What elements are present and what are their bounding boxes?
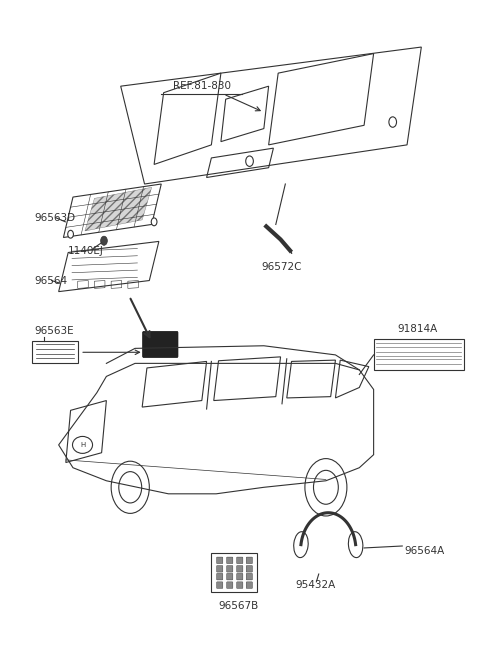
FancyBboxPatch shape: [227, 557, 233, 563]
Circle shape: [151, 218, 157, 226]
Text: REF.81-830: REF.81-830: [173, 81, 231, 92]
FancyBboxPatch shape: [237, 573, 243, 580]
Circle shape: [101, 236, 108, 246]
FancyBboxPatch shape: [246, 573, 252, 580]
Text: 96567B: 96567B: [218, 601, 259, 611]
Text: 1140EJ: 1140EJ: [68, 246, 104, 255]
FancyBboxPatch shape: [216, 582, 223, 588]
FancyBboxPatch shape: [227, 565, 233, 572]
Text: 91814A: 91814A: [397, 324, 438, 334]
FancyBboxPatch shape: [246, 565, 252, 572]
Text: 96564: 96564: [35, 276, 68, 286]
Text: 96563E: 96563E: [35, 326, 74, 336]
Text: H: H: [80, 442, 85, 448]
FancyBboxPatch shape: [216, 565, 223, 572]
Polygon shape: [85, 187, 152, 231]
FancyBboxPatch shape: [246, 557, 252, 563]
FancyBboxPatch shape: [237, 557, 243, 563]
Text: 96572C: 96572C: [262, 262, 302, 272]
FancyBboxPatch shape: [237, 582, 243, 588]
Circle shape: [68, 231, 73, 238]
FancyBboxPatch shape: [227, 582, 233, 588]
Text: 96563D: 96563D: [35, 213, 76, 223]
FancyBboxPatch shape: [143, 331, 178, 358]
FancyBboxPatch shape: [237, 565, 243, 572]
FancyBboxPatch shape: [216, 557, 223, 563]
FancyBboxPatch shape: [216, 573, 223, 580]
FancyBboxPatch shape: [227, 573, 233, 580]
FancyBboxPatch shape: [246, 582, 252, 588]
Text: 95432A: 95432A: [295, 580, 335, 590]
Text: 96564A: 96564A: [405, 546, 445, 555]
